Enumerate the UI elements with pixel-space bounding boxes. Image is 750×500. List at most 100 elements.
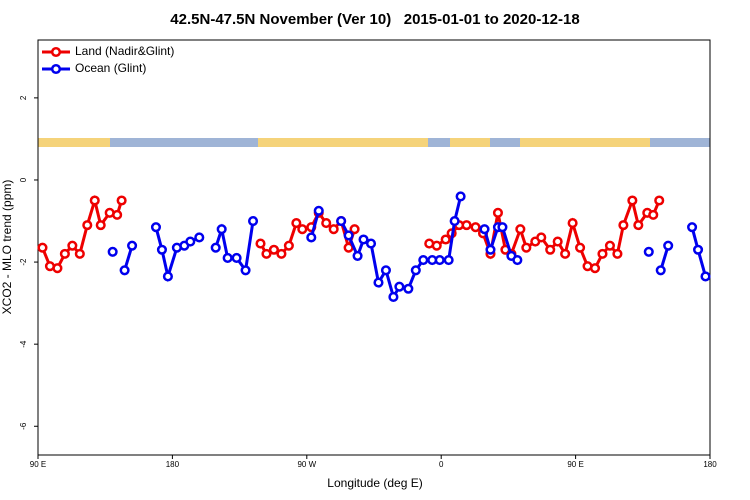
data-point — [655, 265, 666, 276]
data-point — [358, 234, 369, 245]
legend-label: Ocean (Glint) — [75, 61, 146, 75]
data-point — [597, 248, 608, 259]
data-point — [116, 195, 127, 206]
data-point — [343, 230, 354, 241]
data-point — [485, 244, 496, 255]
data-point — [515, 224, 526, 235]
data-point — [59, 248, 70, 259]
data-point — [74, 248, 85, 259]
data-point — [567, 218, 578, 229]
legend-marker — [50, 46, 62, 58]
data-point — [479, 224, 490, 235]
data-point — [268, 244, 279, 255]
data-point — [210, 242, 221, 253]
x-tick-label: 0 — [439, 460, 444, 469]
data-point — [545, 244, 556, 255]
x-tick-label: 90 E — [30, 460, 46, 469]
data-point — [687, 222, 698, 233]
data-point — [492, 207, 503, 218]
y-tick-label: 2 — [19, 95, 28, 100]
data-point — [693, 244, 704, 255]
data-point — [497, 222, 508, 233]
data-point — [283, 240, 294, 251]
data-point — [380, 265, 391, 276]
data-point — [455, 191, 466, 202]
data-point — [575, 242, 586, 253]
data-point — [394, 281, 405, 292]
data-point — [185, 236, 196, 247]
data-point — [313, 205, 324, 216]
data-point — [52, 263, 63, 274]
data-point — [403, 283, 414, 294]
data-point — [604, 240, 615, 251]
x-tick-label: 180 — [166, 460, 180, 469]
data-point — [373, 277, 384, 288]
data-point — [589, 263, 601, 274]
y-tick-label: -6 — [19, 422, 28, 430]
data-point — [321, 218, 332, 229]
x-tick-label: 90 E — [567, 460, 583, 469]
y-axis-label: XCO2 - MLO trend (ppm) — [0, 180, 14, 315]
data-point — [127, 240, 138, 251]
data-point — [521, 242, 532, 253]
x-tick-label: 90 W — [297, 460, 316, 469]
data-point — [349, 224, 360, 235]
data-point — [336, 215, 347, 227]
data-point — [654, 195, 665, 206]
data-point — [247, 215, 259, 227]
data-point — [156, 244, 167, 255]
data-point — [461, 220, 472, 231]
data-point — [410, 265, 421, 276]
data-point — [612, 248, 623, 259]
data-point — [222, 252, 233, 264]
data-point — [560, 248, 571, 259]
data-point — [365, 238, 377, 249]
data-point — [633, 220, 644, 231]
data-point — [276, 248, 287, 259]
data-point — [470, 222, 481, 233]
data-point — [306, 232, 317, 243]
y-tick-label: 0 — [19, 177, 28, 182]
data-point — [627, 195, 638, 206]
data-point — [512, 254, 523, 266]
data-point — [231, 252, 242, 264]
data-point — [352, 250, 363, 261]
data-point — [261, 248, 272, 259]
data-point — [112, 209, 123, 220]
chart-title: 42.5N-47.5N November (Ver 10) 2015-01-01… — [170, 11, 579, 28]
x-tick-label: 180 — [703, 460, 717, 469]
data-point — [107, 246, 118, 257]
data-point — [434, 254, 445, 266]
data-point — [291, 218, 302, 229]
data-point — [440, 234, 451, 245]
y-tick-label: -2 — [19, 258, 28, 266]
data-point — [618, 220, 629, 231]
legend-marker — [50, 63, 62, 75]
legend-label: Land (Nadir&Glint) — [75, 44, 174, 58]
data-point — [643, 246, 654, 257]
data-point — [67, 240, 78, 251]
data-point — [89, 195, 100, 206]
y-tick-label: -4 — [19, 340, 28, 348]
data-point — [431, 240, 442, 251]
data-point — [552, 236, 563, 247]
data-point — [37, 242, 48, 253]
data-point — [162, 271, 173, 282]
data-point — [95, 220, 106, 231]
data-point — [194, 232, 205, 243]
data-point — [150, 222, 162, 233]
data-point — [82, 220, 93, 231]
data-point — [255, 238, 266, 249]
x-axis-label: Longitude (deg E) — [327, 476, 422, 490]
data-point — [418, 254, 429, 266]
data-point — [240, 265, 251, 276]
data-point — [443, 254, 454, 266]
surface-strip — [38, 138, 710, 147]
data-point — [700, 271, 711, 282]
data-point — [297, 224, 308, 235]
data-point — [536, 232, 547, 243]
data-point — [216, 224, 227, 235]
data-point — [388, 291, 399, 303]
data-point — [119, 265, 130, 276]
